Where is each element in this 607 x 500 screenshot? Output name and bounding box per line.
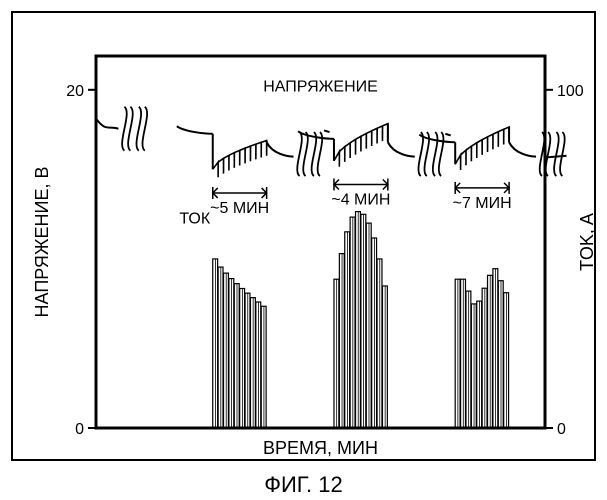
x-axis-label: ВРЕМЯ, МИН: [263, 438, 378, 458]
voltage-trace: [509, 142, 536, 156]
ytick-right-label: 100: [557, 83, 584, 100]
duration-label: ~7 МИН: [453, 195, 512, 212]
voltage-trace: [445, 134, 450, 136]
ytick-left-label: 20: [66, 83, 84, 100]
ytick-left-label: 0: [75, 421, 84, 438]
figure-caption: ФИГ. 12: [264, 472, 342, 497]
plot-border: [96, 56, 545, 428]
voltage-label: НАПРЯЖЕНИЕ: [263, 78, 378, 95]
voltage-trace: [267, 142, 294, 156]
voltage-trace: [388, 142, 415, 156]
axis-break-icon: [303, 132, 308, 176]
voltage-trace: [177, 126, 213, 134]
axis-break-icon: [560, 132, 565, 176]
axis-break-icon: [554, 132, 559, 176]
voltage-trace: [96, 119, 118, 129]
y-axis-left-label: НАПРЯЖЕНИЕ, В: [32, 167, 52, 318]
current-label: ТОК: [179, 210, 211, 227]
axis-break-icon: [142, 107, 147, 151]
axis-break-icon: [136, 107, 141, 151]
ytick-right-label: 0: [557, 421, 566, 438]
duration-label: ~5 МИН: [210, 200, 269, 217]
voltage-trace: [324, 130, 329, 132]
axis-break-icon: [128, 107, 133, 151]
voltage-trace: [455, 127, 509, 170]
axis-break-icon: [418, 132, 423, 176]
y-axis-right-label: TOK, A: [577, 213, 597, 271]
axis-break-icon: [312, 132, 317, 176]
duration-label: ~4 МИН: [331, 192, 390, 209]
axis-break-icon: [297, 132, 302, 176]
voltage-trace: [213, 141, 267, 178]
axis-break-icon: [122, 107, 127, 151]
axis-break-icon: [433, 132, 438, 176]
axis-break-icon: [439, 132, 444, 176]
voltage-trace: [334, 124, 388, 167]
